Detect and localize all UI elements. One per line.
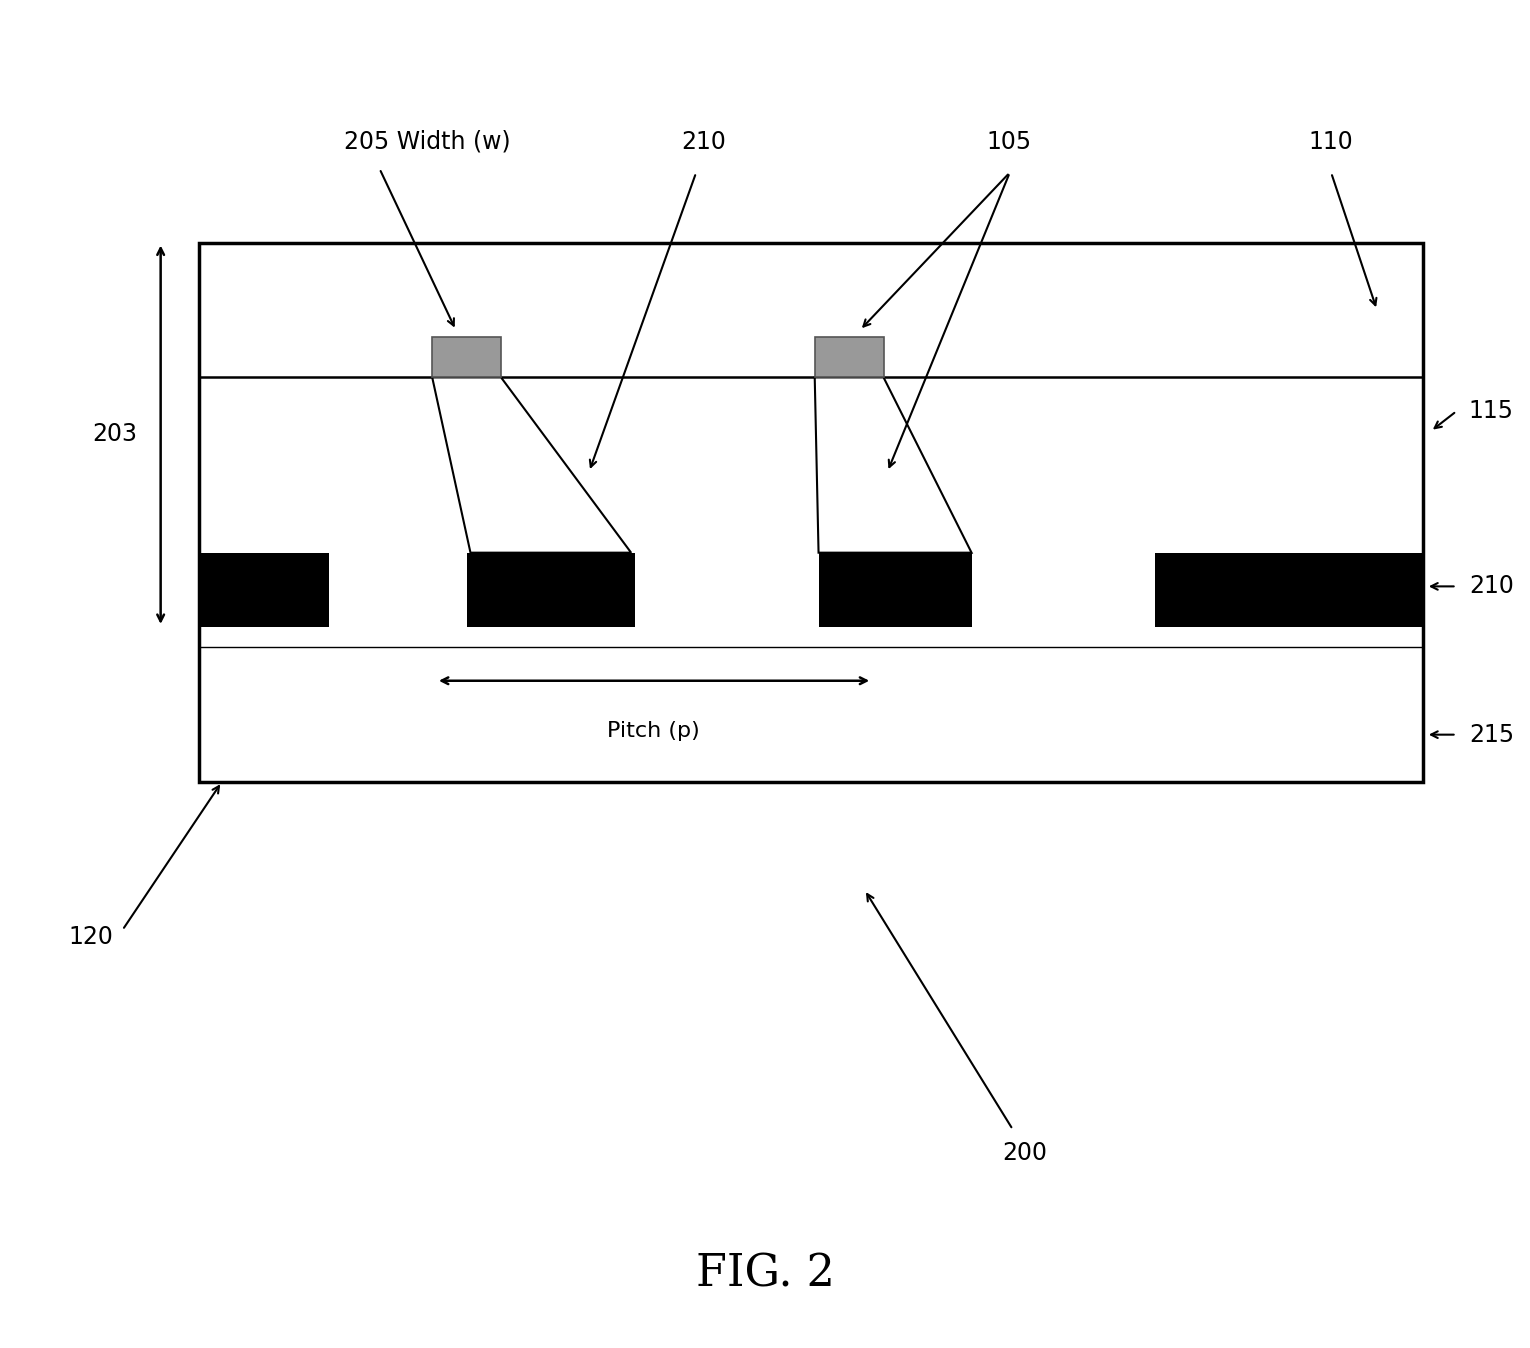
Text: FIG. 2: FIG. 2 xyxy=(696,1252,834,1295)
Text: 215: 215 xyxy=(1469,723,1513,747)
Text: Pitch (p): Pitch (p) xyxy=(607,721,699,741)
Text: 210: 210 xyxy=(681,129,725,154)
Bar xyxy=(815,337,884,377)
Text: 110: 110 xyxy=(1308,129,1353,154)
Text: 115: 115 xyxy=(1469,399,1513,423)
Bar xyxy=(431,337,500,377)
Bar xyxy=(467,553,635,627)
Text: 200: 200 xyxy=(1002,1140,1047,1165)
Bar xyxy=(819,553,972,627)
Text: 203: 203 xyxy=(93,422,138,446)
Text: 205 Width (w): 205 Width (w) xyxy=(344,129,511,154)
Bar xyxy=(1155,553,1423,627)
Text: 210: 210 xyxy=(1469,574,1513,599)
Bar xyxy=(199,553,329,627)
Text: 120: 120 xyxy=(69,925,113,949)
Text: 105: 105 xyxy=(987,129,1031,154)
Bar xyxy=(199,243,1423,782)
Polygon shape xyxy=(815,377,972,553)
Polygon shape xyxy=(431,377,630,553)
